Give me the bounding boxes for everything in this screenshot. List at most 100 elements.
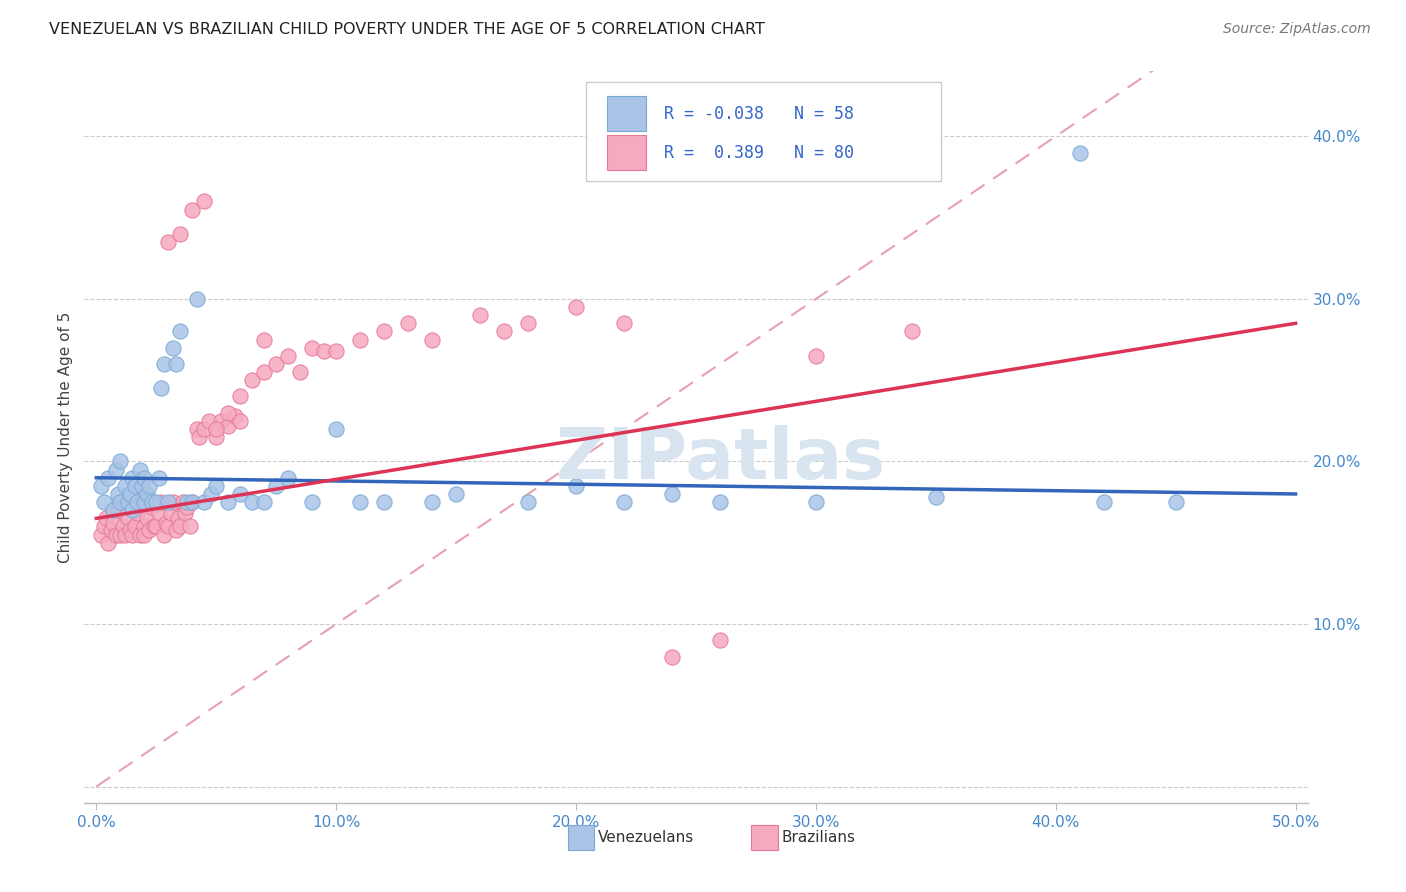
Point <box>127 495 149 509</box>
Point <box>110 495 132 509</box>
Point <box>169 325 191 339</box>
Point <box>114 479 136 493</box>
Point <box>193 194 215 209</box>
Point <box>253 365 276 379</box>
Point <box>301 341 323 355</box>
Point <box>186 292 208 306</box>
Point <box>1069 145 1091 160</box>
Point <box>124 479 146 493</box>
Point <box>565 479 588 493</box>
Point <box>205 430 228 444</box>
Point <box>217 418 239 433</box>
Point <box>925 490 948 504</box>
Point <box>152 357 174 371</box>
Bar <box>751 825 778 850</box>
Point <box>135 511 157 525</box>
Point <box>200 487 222 501</box>
Point <box>181 495 204 509</box>
Point <box>193 495 215 509</box>
Point <box>176 500 198 514</box>
Text: Venezuelans: Venezuelans <box>598 830 695 846</box>
Point <box>148 507 170 521</box>
Point <box>110 527 132 541</box>
Point <box>150 495 173 509</box>
Point <box>100 523 122 537</box>
Point <box>145 495 167 509</box>
Point <box>121 500 143 514</box>
Point <box>709 495 731 509</box>
Point <box>114 527 136 541</box>
Bar <box>606 96 645 131</box>
Point <box>107 487 129 501</box>
Point <box>517 316 540 330</box>
Point <box>94 511 117 525</box>
Point <box>198 414 221 428</box>
Point <box>138 523 160 537</box>
Point <box>134 527 156 541</box>
Point <box>186 422 208 436</box>
FancyBboxPatch shape <box>586 82 941 181</box>
Point <box>193 422 215 436</box>
Point <box>420 333 443 347</box>
Text: Source: ZipAtlas.com: Source: ZipAtlas.com <box>1223 22 1371 37</box>
Point <box>301 495 323 509</box>
Text: VENEZUELAN VS BRAZILIAN CHILD POVERTY UNDER THE AGE OF 5 CORRELATION CHART: VENEZUELAN VS BRAZILIAN CHILD POVERTY UN… <box>49 22 765 37</box>
Point <box>264 479 287 493</box>
Point <box>661 649 683 664</box>
Text: R =  0.389   N = 80: R = 0.389 N = 80 <box>664 144 855 161</box>
Point <box>121 471 143 485</box>
Point <box>176 495 198 509</box>
Point <box>145 519 167 533</box>
Point <box>128 527 150 541</box>
Point <box>131 495 153 509</box>
Point <box>240 495 263 509</box>
Point <box>517 495 540 509</box>
Point <box>373 495 395 509</box>
Point <box>264 357 287 371</box>
Point <box>141 495 163 509</box>
Point <box>240 373 263 387</box>
Point <box>134 471 156 485</box>
Text: ZIPatlas: ZIPatlas <box>555 425 886 493</box>
Point <box>131 479 153 493</box>
Point <box>205 422 228 436</box>
Point <box>155 516 177 531</box>
Point <box>152 527 174 541</box>
Point <box>804 495 827 509</box>
Point <box>121 503 143 517</box>
Point <box>613 495 636 509</box>
Point <box>396 316 419 330</box>
Point <box>142 519 165 533</box>
Point <box>349 333 371 347</box>
Point <box>181 202 204 217</box>
Point <box>127 507 149 521</box>
Point <box>224 409 246 423</box>
Point <box>613 316 636 330</box>
Point <box>148 471 170 485</box>
Y-axis label: Child Poverty Under the Age of 5: Child Poverty Under the Age of 5 <box>58 311 73 563</box>
Point <box>1092 495 1115 509</box>
Point <box>494 325 516 339</box>
Point <box>135 487 157 501</box>
Point <box>111 519 134 533</box>
Point <box>117 511 139 525</box>
Point <box>314 343 336 358</box>
Point <box>104 527 127 541</box>
Point <box>277 471 299 485</box>
Point <box>157 235 180 249</box>
Point <box>205 479 228 493</box>
Point <box>209 414 232 428</box>
Point <box>124 519 146 533</box>
Point <box>97 535 120 549</box>
Point <box>141 500 163 514</box>
Point <box>174 507 197 521</box>
Point <box>165 523 187 537</box>
Point <box>93 495 115 509</box>
Point <box>468 308 491 322</box>
Point <box>104 462 127 476</box>
Point <box>229 487 252 501</box>
Point <box>420 495 443 509</box>
Point <box>157 519 180 533</box>
Point <box>90 479 112 493</box>
Point <box>157 495 180 509</box>
